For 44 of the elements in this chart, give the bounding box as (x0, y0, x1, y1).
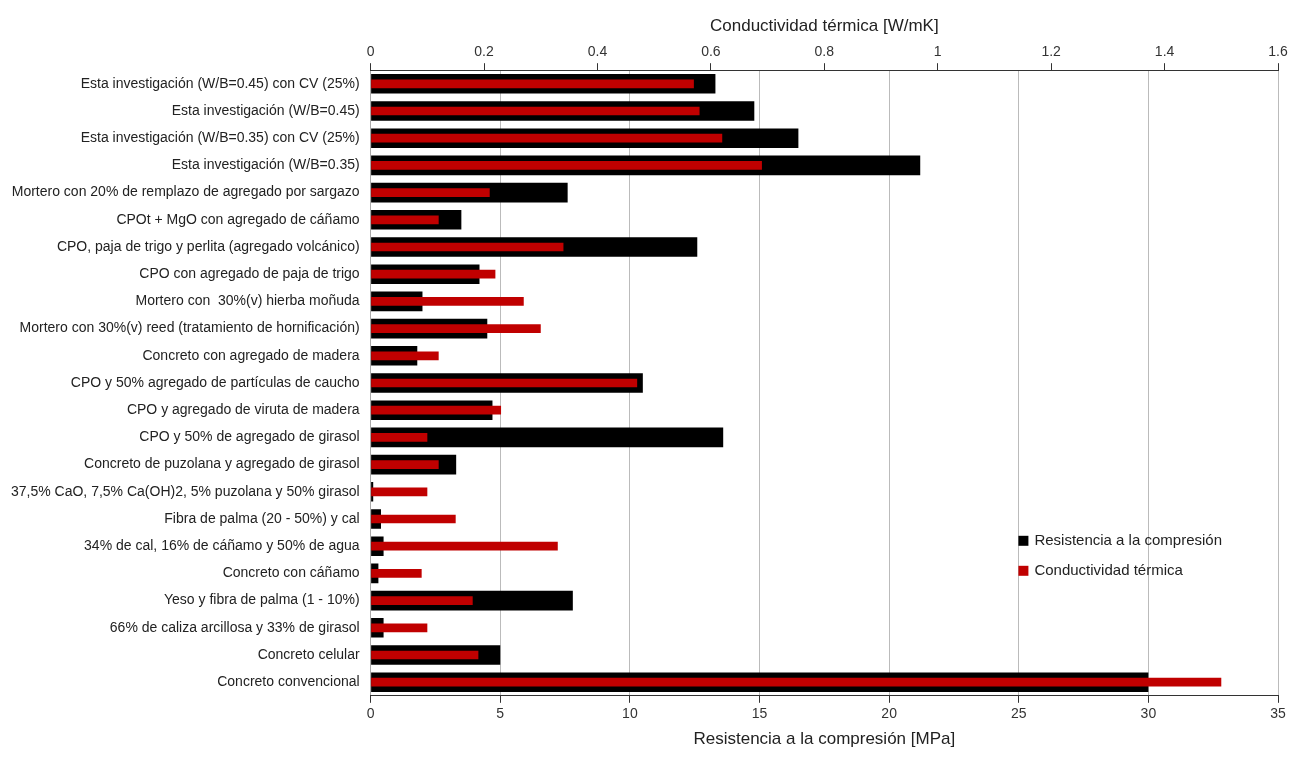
x-tick-label: 25 (1010, 705, 1027, 722)
x2-tick-label: 1.2 (1041, 42, 1062, 59)
y-tick-label: CPOt + MgO con agregado de cáñamo (116, 210, 360, 227)
y-tick-label: 37,5% CaO, 7,5% Ca(OH)2, 5% puzolana y 50% girasol (10, 482, 360, 499)
x2-tick-label: 1.6 (1268, 42, 1288, 59)
x-tick-label: 10 (622, 705, 638, 722)
y-tick-label: Yeso y fibra de palma (1 - 10%) (164, 591, 360, 608)
x2-tick-label: 1.4 (1154, 42, 1175, 59)
x-tick-label: 5 (496, 705, 505, 722)
x2-axis-title: Conductividad térmica [W/mK] (709, 15, 939, 35)
x-tick-label: 0 (366, 705, 375, 722)
y-tick-label: Concreto con agregado de madera (142, 346, 360, 363)
y-tick-label: Concreto con cáñamo (222, 564, 360, 581)
y-tick-label: Mortero con 20% de remplazo de agregado por sargazo (11, 183, 360, 200)
x-tick-label: 15 (751, 705, 768, 722)
x-tick-label: 30 (1140, 705, 1157, 722)
y-tick-label: Concreto celular (257, 645, 360, 662)
y-tick-label: Mortero con 30%(v) reed (tratamiento de hornificación) (19, 319, 360, 336)
x2-tick-label: 0 (366, 42, 375, 59)
x-tick-label: 20 (881, 705, 898, 722)
x-axis-title: Resistencia a la compresión [MPa] (693, 729, 956, 749)
x2-tick-label: 0.8 (814, 42, 835, 59)
x2-tick-label: 0.4 (587, 42, 608, 59)
legend-label: Conductividad térmica (1034, 560, 1184, 578)
y-tick-label: CPO y 50% de agregado de girasol (139, 428, 360, 445)
x2-tick-label: 0.6 (701, 42, 721, 59)
y-tick-label: Mortero con 30%(v) hierba moñuda (135, 292, 360, 309)
y-tick-label: Esta investigación (W/B=0.45) (171, 101, 360, 118)
y-tick-label: Fibra de palma (20 - 50%) y cal (164, 509, 360, 526)
y-tick-label: CPO y 50% agregado de partículas de caucho (70, 373, 360, 390)
y-tick-label: CPO y agregado de viruta de madera (126, 401, 360, 418)
y-tick-label: CPO, paja de trigo y perlita (agregado volcánico) (56, 237, 360, 254)
y-tick-label: Concreto de puzolana y agregado de girasol (84, 455, 360, 472)
y-tick-label: 34% de cal, 16% de cáñamo y 50% de agua (84, 537, 360, 554)
x2-tick-label: 1 (933, 42, 942, 59)
y-tick-label: Concreto convencional (217, 673, 360, 690)
x2-tick-label: 0.2 (474, 42, 494, 59)
y-tick-label: Esta investigación (W/B=0.45) con CV (25%) (80, 74, 360, 91)
x-tick-label: 35 (1270, 705, 1286, 722)
y-tick-label: CPO con agregado de paja de trigo (139, 265, 360, 282)
y-tick-label: Esta investigación (W/B=0.35) con CV (25%) (80, 129, 360, 146)
y-tick-label: 66% de caliza arcillosa y 33% de girasol (109, 618, 360, 635)
y-tick-label: Esta investigación (W/B=0.35) (171, 156, 360, 173)
legend-label: Resistencia a la compresión (1034, 530, 1223, 548)
